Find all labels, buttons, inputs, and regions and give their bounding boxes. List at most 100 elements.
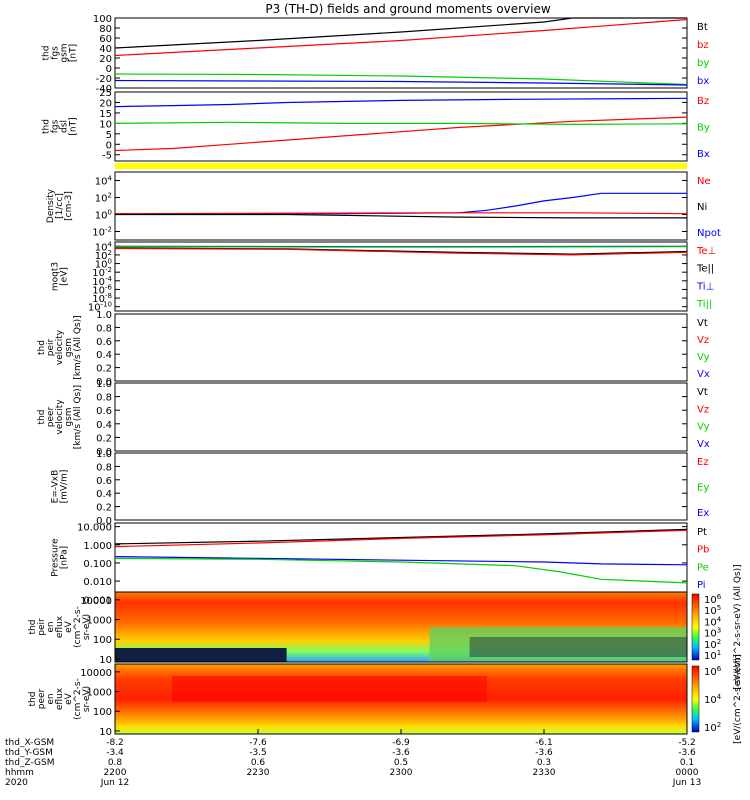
panel-frame (114, 452, 688, 521)
colorbar-tick-label: 102 (704, 721, 721, 734)
y-tick-label: 0 (106, 140, 112, 151)
x-axis-value: 2330 (533, 768, 556, 778)
y-tick-label: 10 (99, 727, 112, 738)
y-axis-label: E=-VxB [mV/m] (51, 470, 70, 504)
y-tick-label: 100 (93, 14, 112, 25)
x-axis-value: -3.4 (106, 748, 124, 758)
y-tick-label: 20 (99, 54, 112, 65)
x-axis-value: 2230 (247, 768, 270, 778)
y-axis-label-line: [cm-3] (64, 191, 74, 221)
y-axis-label-line: peer (46, 406, 56, 427)
legend-entry: Vz (697, 335, 709, 346)
y-tick-label: 0.4 (96, 489, 112, 500)
y-axis-label: thd fgs gsm [nT] (42, 43, 79, 62)
panel-density: 104 102 100 10-2 Density [1/cc] [cm-3] Ne Ni Npot (46, 171, 721, 241)
legend-entry: Vx (697, 439, 710, 450)
panel-frame (114, 382, 688, 452)
x-axis-value: Jun 12 (100, 778, 129, 788)
panel-frame (114, 171, 688, 241)
y-axis-label-line: velocity (55, 399, 65, 435)
colorbar-tick-label: 101 (704, 649, 721, 662)
y-axis-label-line: eflux (55, 687, 65, 710)
y-tick-label: -5 (102, 151, 112, 162)
y-axis-label: thd peir en eflux eV (cm^2-s-sr-eV) (28, 606, 92, 648)
x-axis-value: -7.6 (249, 738, 267, 748)
x-axis-value: 0.6 (251, 758, 266, 768)
y-axis-label-line: en (46, 693, 56, 704)
y-tick-label: 1.0 (96, 379, 112, 390)
y-axis-label-line: dsl (60, 120, 70, 133)
colorbar-tick-label: 102 (704, 638, 721, 651)
y-axis-label-line: thd (42, 46, 52, 61)
legend-entry: Ey (697, 483, 709, 494)
panel-frame (114, 313, 688, 382)
legend-entry: Te|| (696, 264, 714, 275)
series-pe (114, 557, 688, 584)
series-by (114, 121, 688, 126)
legend-entry: Vt (697, 387, 708, 398)
y-axis-label-line: [eV] (60, 267, 70, 286)
y-axis-label-line: sr-eV) (82, 614, 92, 640)
legend-entry: Bx (697, 149, 710, 160)
x-axis-value: -3.6 (535, 748, 553, 758)
y-axis-label-line: fgs (51, 119, 61, 133)
x-axis-value: 0.5 (394, 758, 408, 768)
y-tick-label: 0.0 (96, 377, 112, 388)
spectrogram-core (172, 676, 487, 702)
y-axis-label-line: (cm^2-s- (73, 678, 83, 720)
y-tick-label: 1000 (87, 688, 112, 699)
x-axis-row-label: thd_Y-GSM (5, 748, 53, 758)
series-ne (114, 212, 688, 215)
y-axis-label-line: eV (64, 692, 74, 705)
y-tick-label: 10.000 (77, 523, 112, 534)
y-tick-label: 20 (99, 98, 112, 109)
y-tick-label: 40 (99, 44, 112, 55)
x-axis-value: -3.5 (249, 748, 267, 758)
x-axis-value: -3.6 (678, 748, 696, 758)
y-tick-label: 0.2 (96, 503, 112, 514)
y-tick-label: 0.6 (96, 337, 112, 348)
y-axis-label-line: [nT] (69, 117, 79, 135)
colorbar-label: [eV/(cm^2-s-sr-eV)] (733, 654, 743, 744)
panel-frame (114, 17, 688, 89)
y-tick-label: -20 (96, 74, 112, 85)
series-ni (115, 213, 687, 219)
y-tick-label: 10-2 (92, 226, 112, 239)
legend-entry: Ne (697, 176, 711, 187)
y-axis-label-line: peir (46, 338, 56, 356)
y-axis-label-line: thd (37, 410, 47, 425)
y-axis-label: thd peir velocity gsm [km/s (All Qs)] (37, 315, 83, 379)
y-tick-label: 0.4 (96, 420, 112, 431)
y-axis-label-line: thd (28, 692, 38, 707)
series-bx (114, 79, 688, 86)
legend-entry: Bt (697, 22, 708, 33)
y-tick-label: 0.8 (96, 323, 112, 334)
y-axis-label-line: peer (37, 688, 47, 709)
y-tick-label: 0.0 (96, 447, 112, 458)
y-tick-label: 102 (95, 192, 112, 205)
y-tick-label: 0.010 (83, 577, 112, 588)
legend-entry: bx (697, 76, 709, 87)
series-pt (114, 528, 688, 545)
x-axis-row-label: thd_X-GSM (5, 738, 54, 748)
colorbar-tick-label: 103 (704, 627, 721, 640)
legend-entry: Ex (697, 508, 709, 519)
series-pb (114, 529, 688, 548)
series-bx (114, 97, 688, 108)
y-axis-label-line: Pressure (51, 538, 61, 577)
panel-peir_vel: 1.0 0.8 0.6 0.4 0.2 0.0 thd peir velocity gsm [km/… (37, 310, 710, 388)
colorbar-tick-label: 105 (704, 604, 721, 617)
x-axis-value: -3.6 (392, 748, 410, 758)
legend-entry: Bz (697, 96, 709, 107)
y-tick-label: -40 (96, 84, 112, 95)
legend-entry: Pb (697, 545, 709, 556)
y-tick-label: 15 (99, 109, 112, 120)
colorbar-label: [eV/(cm^2-s-sr-eV) (All Qs)] (733, 564, 743, 689)
x-axis-row-label: hhmm (5, 768, 34, 778)
spectrogram-dark-speckle (469, 637, 687, 657)
